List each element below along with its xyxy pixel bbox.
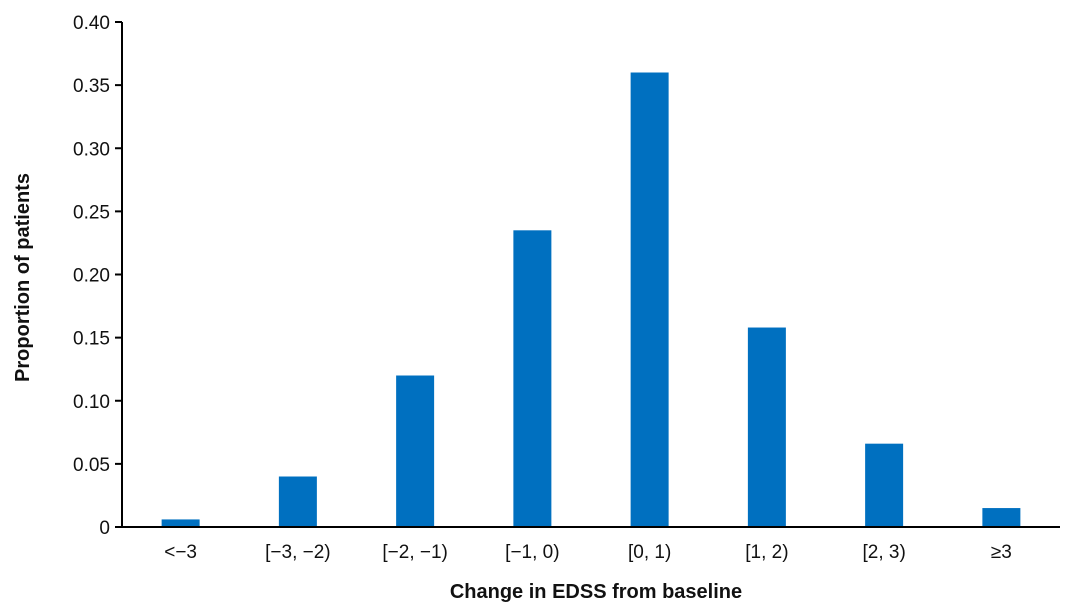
x-tick-label: <−3 bbox=[164, 542, 197, 563]
x-tick-label: [−1, 0) bbox=[505, 542, 559, 563]
bar bbox=[865, 443, 904, 527]
y-axis-title: Proportion of patients bbox=[12, 173, 34, 382]
bars-layer bbox=[161, 72, 1021, 527]
y-tick-label: 0.05 bbox=[73, 455, 110, 476]
x-tick-label: ≥3 bbox=[991, 542, 1012, 563]
bar bbox=[513, 230, 552, 527]
y-tick-label: 0.10 bbox=[73, 392, 110, 413]
x-tick-label: [1, 2) bbox=[745, 542, 788, 563]
y-tick-label: 0.25 bbox=[73, 202, 110, 223]
bar bbox=[982, 508, 1021, 527]
y-tick-label: 0.35 bbox=[73, 76, 110, 97]
y-tick-label: 0.20 bbox=[73, 266, 110, 287]
x-axis-ticks: <−3 [−3, −2) [−2, −1) [−1, 0) [0, 1) [1, 2) [2… bbox=[164, 542, 1012, 563]
x-tick-label: [0, 1) bbox=[628, 542, 671, 563]
bar bbox=[396, 375, 435, 527]
y-tick-label: 0.30 bbox=[73, 139, 110, 160]
y-tick-label: 0.15 bbox=[73, 329, 110, 350]
x-tick-label: [2, 3) bbox=[862, 542, 905, 563]
x-tick-label: [−2, −1) bbox=[382, 542, 448, 563]
bar bbox=[630, 72, 669, 527]
bar bbox=[747, 327, 786, 527]
x-axis-title: Change in EDSS from baseline bbox=[450, 581, 742, 603]
y-axis-ticks: 0 0.05 0.10 0.15 0.20 0.25 0.30 0.35 0.40 bbox=[73, 13, 122, 539]
y-tick-label: 0 bbox=[99, 518, 110, 539]
bar bbox=[161, 519, 200, 527]
y-tick-label: 0.40 bbox=[73, 13, 110, 34]
bar bbox=[278, 476, 317, 527]
x-tick-label: [−3, −2) bbox=[265, 542, 331, 563]
